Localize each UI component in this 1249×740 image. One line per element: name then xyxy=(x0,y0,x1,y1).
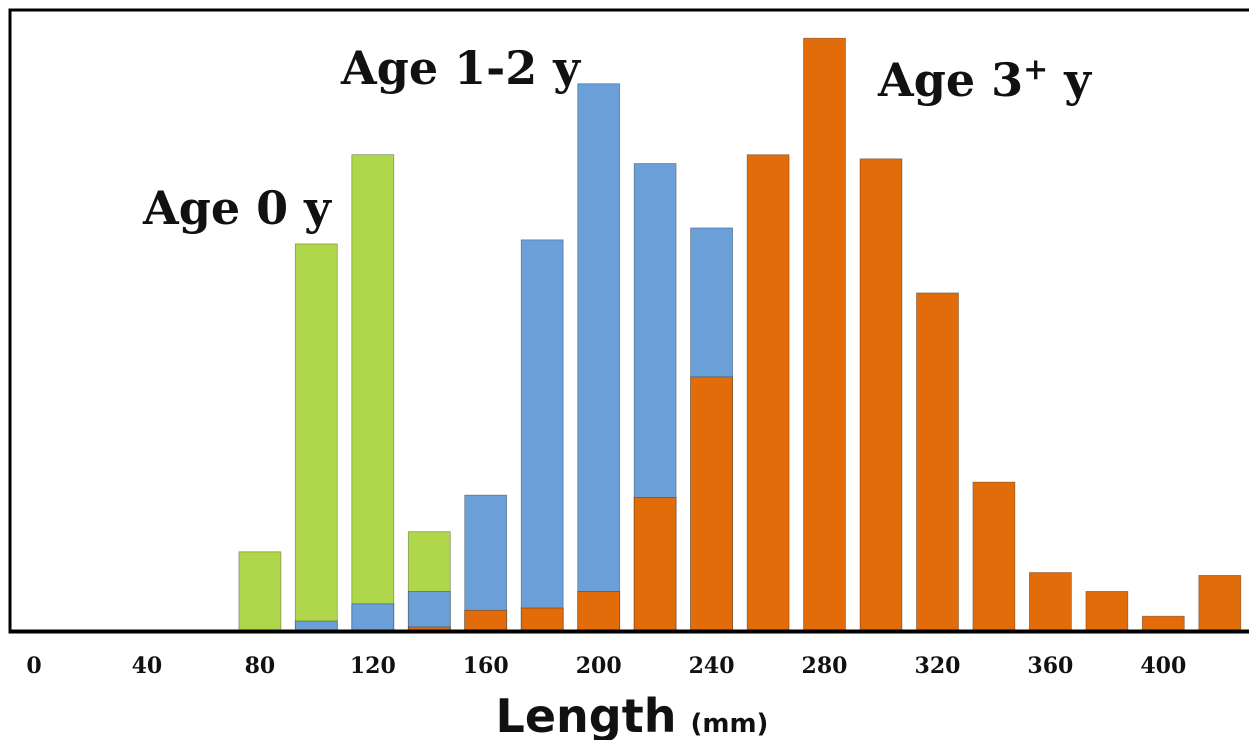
x-tick-label-80: 80 xyxy=(245,653,276,679)
bars-layer xyxy=(238,37,1242,632)
x-tick-label-240: 240 xyxy=(689,653,735,679)
x-tick-label-360: 360 xyxy=(1027,653,1073,679)
bar-age-3-y-280 xyxy=(803,37,846,632)
bar-age-3-y-360 xyxy=(1029,572,1072,632)
x-tick-label-0: 0 xyxy=(26,653,41,679)
bar-age-3-y-220 xyxy=(633,496,677,632)
bar-age-3-y-320 xyxy=(916,292,959,632)
bar-age-3-y-380 xyxy=(1085,591,1129,632)
bar-age-3-y-180 xyxy=(520,607,564,632)
x-axis-title: Length (mm) xyxy=(496,689,769,740)
annotation-age-0: Age 0 y xyxy=(142,181,332,235)
bar-age-3-y-160 xyxy=(464,609,508,632)
x-tick-label-40: 40 xyxy=(132,653,163,679)
annotation-age-3-plus: Age 3+ y xyxy=(877,52,1092,108)
bar-age-3-y-300 xyxy=(859,158,903,632)
bar-age-3-y-200 xyxy=(577,591,621,632)
bar-age-0-y-100 xyxy=(294,243,338,632)
x-tick-label-200: 200 xyxy=(576,653,622,679)
bar-age-1-2-y-140 xyxy=(407,591,451,632)
x-tick-label-120: 120 xyxy=(350,653,396,679)
x-axis-unit: (mm) xyxy=(690,709,768,739)
x-tick-label-320: 320 xyxy=(915,653,961,679)
x-tick-label-400: 400 xyxy=(1140,653,1186,679)
bar-age-3-y-240 xyxy=(690,376,733,632)
bar-age-3-y-400 xyxy=(1141,615,1185,632)
bar-age-3-y-260 xyxy=(746,154,790,632)
bar-age-3-y-340 xyxy=(972,481,1016,632)
x-tick-label-160: 160 xyxy=(463,653,509,679)
bar-age-0-y-120 xyxy=(351,154,395,632)
bar-age-1-2-y-200 xyxy=(577,83,621,632)
bar-age-3-y-420 xyxy=(1198,575,1242,632)
x-tick-label-280: 280 xyxy=(802,653,848,679)
bar-age-1-2-y-120 xyxy=(351,603,395,632)
bar-age-1-2-y-180 xyxy=(520,239,564,632)
annotation-age-1-2: Age 1-2 y xyxy=(340,41,581,95)
x-axis-label: Length xyxy=(496,689,677,740)
bar-age-0-y-80 xyxy=(238,551,282,632)
x-tick-labels: 0 40 80 120 160 200 240 280 320 360 400 xyxy=(26,653,1186,679)
